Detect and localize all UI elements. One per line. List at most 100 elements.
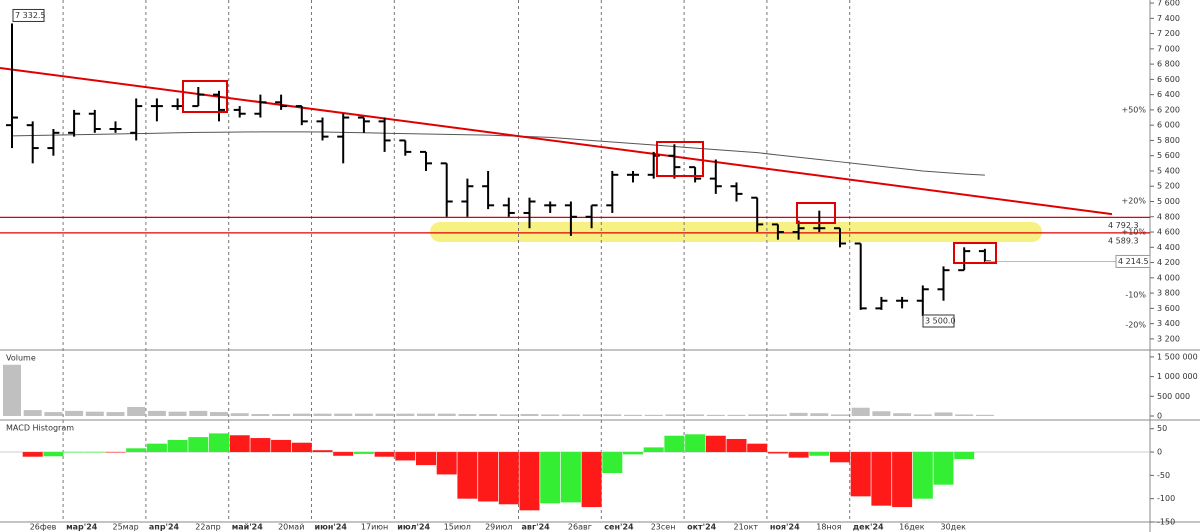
macd-bar: [954, 452, 975, 460]
volume-bar: [417, 413, 435, 416]
volume-bar: [851, 407, 870, 416]
volume-bar: [499, 414, 518, 416]
y-tick-label: 6 600: [1157, 75, 1180, 84]
x-tick-label: июн'24: [315, 523, 348, 532]
x-tick-label: 21окт: [734, 523, 759, 532]
macd-bar: [623, 452, 643, 455]
volume-bar: [893, 413, 912, 416]
y-tick-label: 5 200: [1157, 182, 1180, 191]
volume-bar: [520, 414, 539, 416]
macd-bar: [250, 438, 271, 453]
x-tick-label: 17июн: [361, 523, 388, 532]
x-tick-label: апр'24: [149, 523, 180, 532]
y-tick-label: -150: [1157, 518, 1175, 527]
volume-bar: [189, 410, 208, 416]
y-tick-label: 50: [1157, 424, 1167, 433]
y-tick-label: 4 200: [1157, 258, 1180, 267]
annotation-box: [922, 314, 955, 328]
percent-label: -10%: [1125, 291, 1146, 300]
volume-bar: [396, 413, 415, 416]
macd-bar: [84, 452, 105, 453]
volume-bar: [789, 412, 808, 416]
macd-bar: [333, 452, 354, 456]
volume-bar: [85, 411, 104, 416]
macd-bar: [685, 434, 706, 453]
macd-bar: [167, 439, 188, 453]
macd-bar: [43, 452, 64, 457]
macd-bar: [353, 452, 374, 454]
volume-bar: [686, 414, 705, 416]
volume-bar: [624, 414, 642, 416]
volume-bar: [210, 412, 228, 416]
macd-bar: [229, 435, 250, 453]
y-tick-label: 5 600: [1157, 151, 1180, 160]
y-tick-label: 3 800: [1157, 289, 1180, 298]
percent-label: +20%: [1122, 196, 1147, 205]
macd-bar: [457, 452, 478, 499]
macd-bar: [830, 452, 850, 463]
volume-bar: [541, 414, 560, 416]
x-tick-label: 29июл: [485, 523, 512, 532]
highlight-box: [796, 202, 836, 224]
y-tick-label: 7 600: [1157, 0, 1180, 8]
volume-bar: [727, 414, 746, 416]
y-tick-label: 6 200: [1157, 105, 1180, 114]
percent-label: +10%: [1122, 227, 1147, 236]
macd-bar: [540, 452, 561, 504]
y-tick-label: 3 600: [1157, 304, 1180, 313]
highlight-box: [656, 141, 704, 177]
volume-bar: [437, 413, 456, 416]
macd-bar: [64, 452, 85, 453]
level-label: 4 589.3: [1108, 236, 1139, 245]
macd-bar: [809, 452, 830, 456]
y-tick-label: 1 500 000: [1157, 352, 1198, 361]
macd-bar: [850, 452, 871, 497]
macd-bar: [209, 433, 229, 453]
volume-bar: [603, 414, 622, 416]
macd-bar: [519, 452, 540, 511]
percent-label: +50%: [1122, 105, 1147, 114]
trendline: [0, 66, 1113, 216]
macd-bar: [560, 452, 581, 503]
y-tick-label: 3 400: [1157, 319, 1180, 328]
macd-bar: [395, 452, 416, 461]
last-price-box: [1115, 254, 1151, 268]
y-tick-label: 7 200: [1157, 29, 1180, 38]
macd-bar: [188, 437, 209, 453]
volume-bar: [831, 414, 849, 416]
macd-bar: [478, 452, 499, 502]
y-tick-label: 1 000 000: [1157, 372, 1198, 381]
macd-bar: [912, 452, 933, 499]
volume-bar: [230, 413, 249, 416]
volume-bar: [65, 410, 84, 416]
x-tick-label: 25мар: [113, 523, 139, 532]
x-tick-label: сен'24: [604, 523, 634, 532]
last-price-label: 4 214.5: [1118, 257, 1149, 266]
x-tick-label: 23сен: [651, 523, 676, 532]
volume-bar: [127, 406, 146, 416]
y-tick-label: 6 800: [1157, 60, 1180, 69]
x-tick-label: 26фев: [30, 523, 57, 532]
volume-bar: [748, 414, 767, 416]
x-tick-label: 30дек: [941, 523, 967, 532]
moving-average: [11, 131, 985, 176]
macd-bar: [788, 452, 809, 458]
macd-bar: [374, 452, 395, 457]
panel-title: Volume: [6, 354, 36, 363]
macd-bar: [271, 439, 292, 453]
macd-bar: [436, 452, 457, 475]
annotation-label: 3 500.0: [925, 316, 956, 325]
volume-bar: [955, 414, 974, 416]
y-tick-label: 5 800: [1157, 136, 1180, 145]
highlight-zone: [430, 222, 1042, 242]
y-tick-label: 6 400: [1157, 90, 1180, 99]
macd-bar: [105, 452, 126, 453]
x-tick-label: май'24: [232, 523, 264, 532]
x-tick-label: июл'24: [397, 523, 430, 532]
volume-bar: [561, 414, 580, 416]
y-tick-label: 4 400: [1157, 243, 1180, 252]
y-tick-label: 500 000: [1157, 392, 1190, 401]
macd-bar: [146, 443, 167, 453]
x-tick-label: 18ноя: [816, 523, 841, 532]
y-tick-label: 7 400: [1157, 14, 1180, 23]
